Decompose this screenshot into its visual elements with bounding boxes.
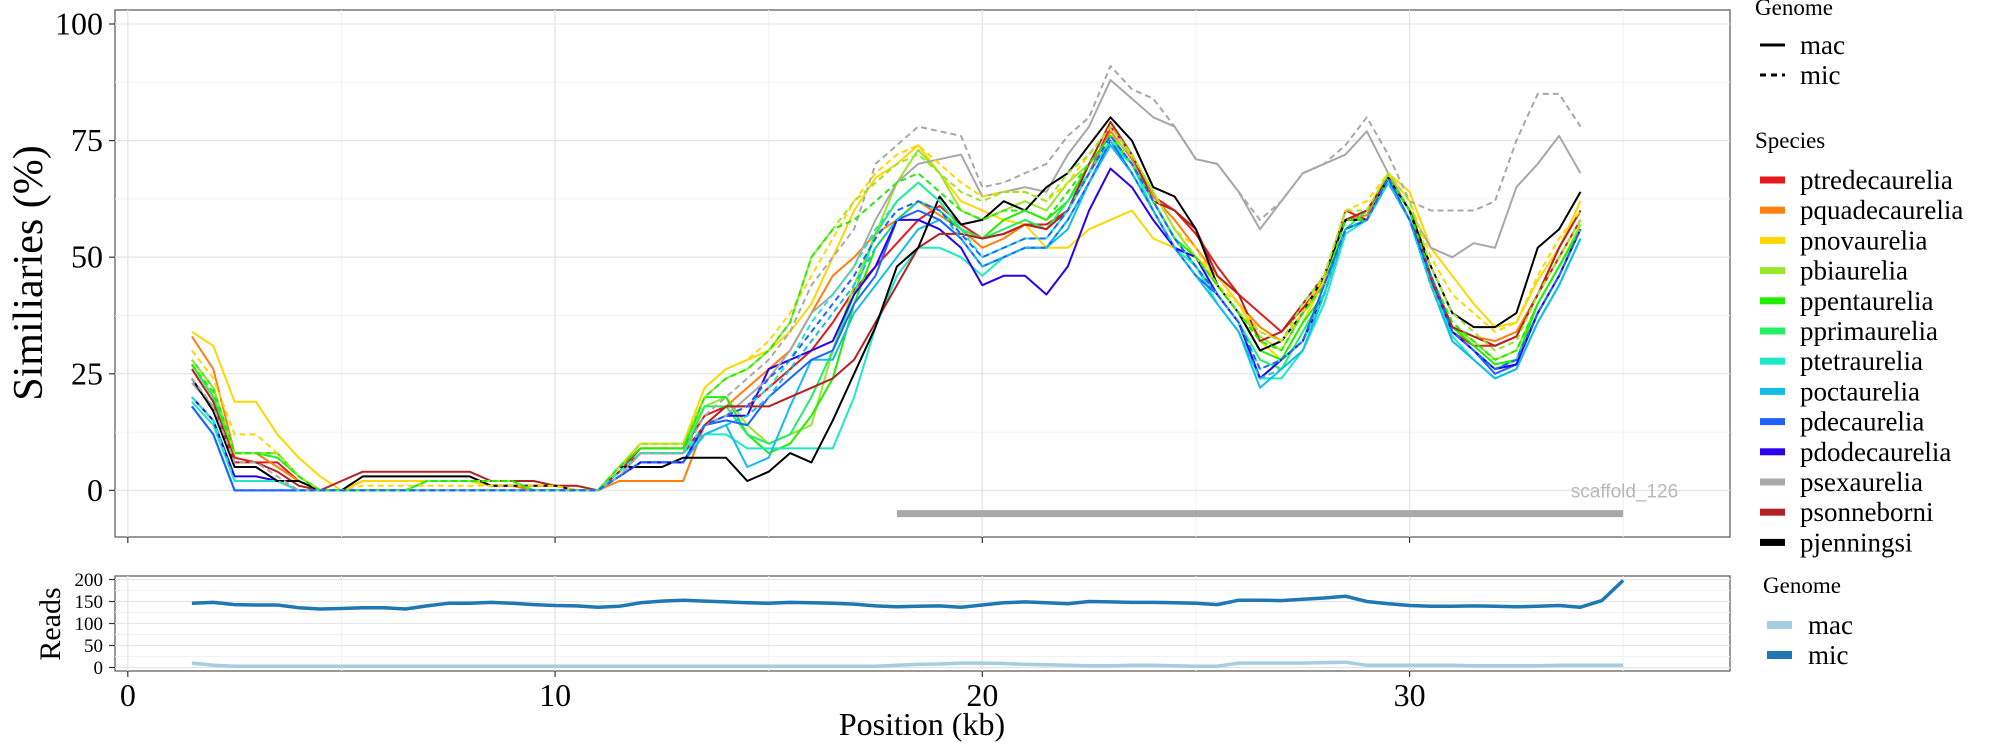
species-legend-key-pbiaurelia	[1760, 267, 1785, 275]
species-legend-key-pdodecaurelia	[1760, 448, 1785, 456]
series-line-pnovaurelia-mic	[191, 125, 1582, 492]
scaffold-label: scaffold_126	[1571, 482, 1678, 503]
genome-legend-title: Genome	[1755, 0, 1833, 20]
similarity-y-axis-label: Similiaries (%)	[6, 145, 52, 400]
species-legend-key-ptetraurelia	[1760, 357, 1785, 365]
species-legend-key-poctaurelia	[1760, 387, 1785, 395]
series-line-psonneborni-mac	[191, 120, 1582, 492]
similarity-panel-frame	[114, 9, 1731, 538]
species-legend-key-ppentaurelia	[1760, 297, 1785, 305]
species-legend-label: ppentaurelia	[1800, 286, 1933, 316]
reads-line-mic	[191, 579, 1625, 611]
species-legend-label: poctaurelia	[1800, 376, 1920, 406]
species-legend-label: psexaurelia	[1800, 467, 1923, 497]
species-legend-key-psexaurelia	[1760, 478, 1785, 486]
series-line-pdecaurelia-mic	[191, 134, 1582, 492]
x-axis-label: Position (kb)	[839, 706, 1005, 742]
reads-series-lines	[191, 579, 1625, 668]
y-tick-label: 150	[75, 592, 104, 613]
reads-x-ticks: 0 10 20 30	[120, 671, 1426, 713]
y-tick-label: 100	[55, 6, 103, 42]
x-tick-label: 20	[966, 677, 998, 713]
similarity-x-ticks	[127, 537, 1411, 543]
y-tick-label: 0	[87, 472, 103, 508]
similarity-series-lines	[191, 65, 1582, 492]
species-legend-label: pdodecaurelia	[1800, 437, 1951, 467]
species-legend-key-pdecaurelia	[1760, 418, 1785, 426]
species-legend-key-ptredecaurelia	[1760, 176, 1785, 184]
y-tick-label: 50	[84, 636, 103, 657]
x-tick-label: 0	[120, 677, 136, 713]
series-line-pbiaurelia-mic	[191, 125, 1582, 492]
y-tick-label: 50	[71, 239, 103, 275]
reads-legend-label: mic	[1808, 640, 1849, 670]
species-legend-label: pjenningsi	[1800, 527, 1913, 557]
species-legend-label: psonneborni	[1800, 497, 1933, 527]
genome-legend-label: mac	[1800, 30, 1845, 60]
species-legend-key-psonneborni	[1760, 508, 1785, 516]
species-legend-label: ptetraurelia	[1800, 346, 1923, 376]
species-legend-key-pnovaurelia	[1760, 236, 1785, 244]
reads-y-axis-label: Reads	[34, 587, 67, 660]
species-legend-label: pnovaurelia	[1800, 225, 1927, 255]
y-tick-label: 100	[75, 614, 104, 635]
species-legend-key-pprimaurelia	[1760, 327, 1785, 335]
species-legend-label: pbiaurelia	[1800, 256, 1908, 286]
reads-gridlines	[115, 576, 1730, 671]
species-legend-label: pquadecaurelia	[1800, 195, 1963, 225]
y-tick-label: 200	[75, 570, 104, 591]
x-tick-label: 30	[1394, 677, 1426, 713]
species-legend-title: Species	[1755, 128, 1825, 153]
species-legend-label: pdecaurelia	[1800, 407, 1924, 437]
reads-legend-key-mac	[1767, 621, 1792, 629]
species-legend-label: pprimaurelia	[1800, 316, 1938, 346]
genome-legend-label: mic	[1800, 60, 1841, 90]
similarity-y-ticks: 0 25 50 75 100	[55, 6, 115, 508]
species-legend-key-pquadecaurelia	[1760, 206, 1785, 214]
species-legend-key-pjenningsi	[1760, 538, 1785, 546]
species-legend: Species ptredecaureliapquadecaureliapnov…	[1755, 128, 1963, 557]
series-line-ppentaurelia-mic	[191, 134, 1582, 492]
x-tick-label: 10	[539, 677, 571, 713]
reads-legend-label: mac	[1808, 610, 1853, 640]
y-tick-label: 0	[94, 658, 104, 679]
y-tick-label: 75	[71, 122, 103, 158]
reads-line-mac	[191, 660, 1624, 668]
reads-legend-key-mic	[1767, 651, 1792, 659]
y-tick-label: 25	[71, 355, 103, 391]
species-legend-label: ptredecaurelia	[1800, 165, 1953, 195]
reads-legend-title: Genome	[1763, 573, 1841, 598]
